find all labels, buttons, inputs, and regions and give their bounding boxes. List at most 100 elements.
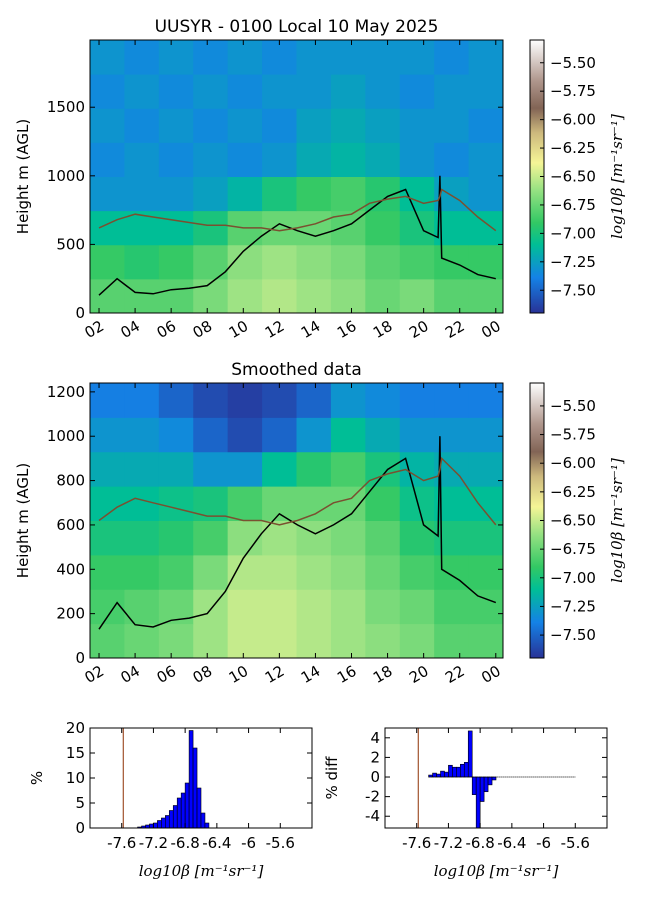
heat-cell (262, 486, 297, 521)
heat-cell (193, 554, 229, 590)
heat-cell (158, 278, 194, 314)
heat-cell (365, 554, 401, 590)
heat-cell (262, 244, 297, 280)
colorbar-tick-label: −7.50 (550, 281, 596, 299)
heat-cell (227, 451, 263, 487)
heat-cell (158, 40, 194, 75)
hist-bar (168, 810, 174, 829)
y-tick-label: 0 (75, 304, 85, 322)
x-tick-label: -6.8 (466, 834, 495, 852)
heat-cell (90, 623, 125, 659)
heat-cell (434, 623, 470, 659)
heat-cell (399, 417, 435, 453)
line (98, 436, 497, 630)
heat-cell (296, 244, 332, 280)
colorbar-label: log10β [m⁻¹sr⁻¹] (608, 114, 626, 239)
heat-cell (399, 554, 435, 590)
heat-cell (399, 74, 435, 109)
x-tick-label: -7.2 (139, 834, 168, 852)
heat-cell (90, 40, 125, 75)
line (98, 175, 496, 296)
heat-cell (90, 108, 125, 143)
heat-cell (468, 278, 504, 314)
heat-cell (330, 554, 366, 590)
axes-frame (89, 382, 504, 659)
heat-cell (158, 623, 194, 659)
heat-cell (296, 383, 332, 418)
heat-cell (296, 623, 332, 659)
heat-cell (296, 451, 332, 487)
heat-cell (90, 520, 125, 556)
x-axis-label: log10β [m⁻¹sr⁻¹] (139, 862, 264, 880)
heat-cell (365, 142, 401, 177)
y-tick-label: 1500 (47, 98, 85, 116)
colorbar-label: log10β [m⁻¹sr⁻¹] (608, 458, 626, 583)
colorbar-tick-label: −6.25 (550, 139, 596, 157)
heat-cell (262, 278, 297, 314)
heat-cell (124, 108, 160, 143)
heat-cell (434, 74, 470, 109)
heat-cell (365, 417, 401, 453)
heat-cell (296, 589, 332, 625)
hist-bar (475, 776, 481, 829)
heat-cell (399, 278, 435, 314)
heat-cell (468, 589, 504, 625)
hist-bar (176, 797, 182, 829)
line (98, 456, 497, 526)
heat-cell (399, 176, 435, 212)
heat-cell (399, 589, 435, 625)
heat-cell (193, 623, 229, 659)
heat-cell (330, 210, 366, 246)
heat-cell (365, 108, 401, 143)
heat-cell (365, 383, 401, 418)
heat-cell (468, 210, 504, 246)
colorbar-tick-label: −7.00 (550, 569, 596, 587)
heat-cell (330, 383, 366, 418)
heat-cell (330, 142, 366, 177)
heat-cell (365, 74, 401, 109)
hist-bar (188, 730, 194, 829)
hist-bar (200, 812, 206, 829)
heat-cell (193, 40, 229, 75)
y-tick-label: 1200 (47, 383, 85, 401)
heat-cell (262, 108, 297, 143)
x-tick-label: -7.6 (402, 834, 431, 852)
heat-cell (193, 451, 229, 487)
heat-cell (227, 383, 263, 418)
heat-cell (468, 383, 504, 418)
heat-cell (124, 176, 160, 212)
heat-cell (227, 176, 263, 212)
heat-cell (468, 417, 504, 453)
heat-cell (468, 108, 504, 143)
colorbar-tick-label: −6.75 (550, 196, 596, 214)
y-tick-label: 500 (56, 235, 85, 253)
heat-cell (365, 520, 401, 556)
heat-cell (227, 278, 263, 314)
heat-cell (330, 108, 366, 143)
heat-cell (158, 176, 194, 212)
hist-bar (460, 763, 465, 778)
heat-cell (365, 451, 401, 487)
x-tick-label: -6 (241, 834, 256, 852)
heat-cell (262, 554, 297, 590)
heat-cell (262, 589, 297, 625)
heat-cell (124, 451, 160, 487)
heat-cell (90, 74, 125, 109)
hist-bar (483, 776, 489, 793)
x-tick-label: -6.8 (171, 834, 200, 852)
heat-cell (90, 142, 125, 177)
heat-cell (90, 451, 125, 487)
heat-cell (365, 40, 401, 75)
heat-cell (90, 589, 125, 625)
heat-cell (227, 520, 263, 556)
hist-bar (456, 766, 461, 778)
hist-bar (444, 771, 449, 778)
heat-cell (365, 244, 401, 280)
heat-cell (262, 176, 297, 212)
heat-cell (90, 244, 125, 280)
x-tick-label: -5.6 (561, 834, 590, 852)
heat-cell (434, 108, 470, 143)
heat-cell (434, 520, 470, 556)
y-tick-label: 1000 (47, 427, 85, 445)
y-tick-label: 15 (66, 744, 85, 762)
